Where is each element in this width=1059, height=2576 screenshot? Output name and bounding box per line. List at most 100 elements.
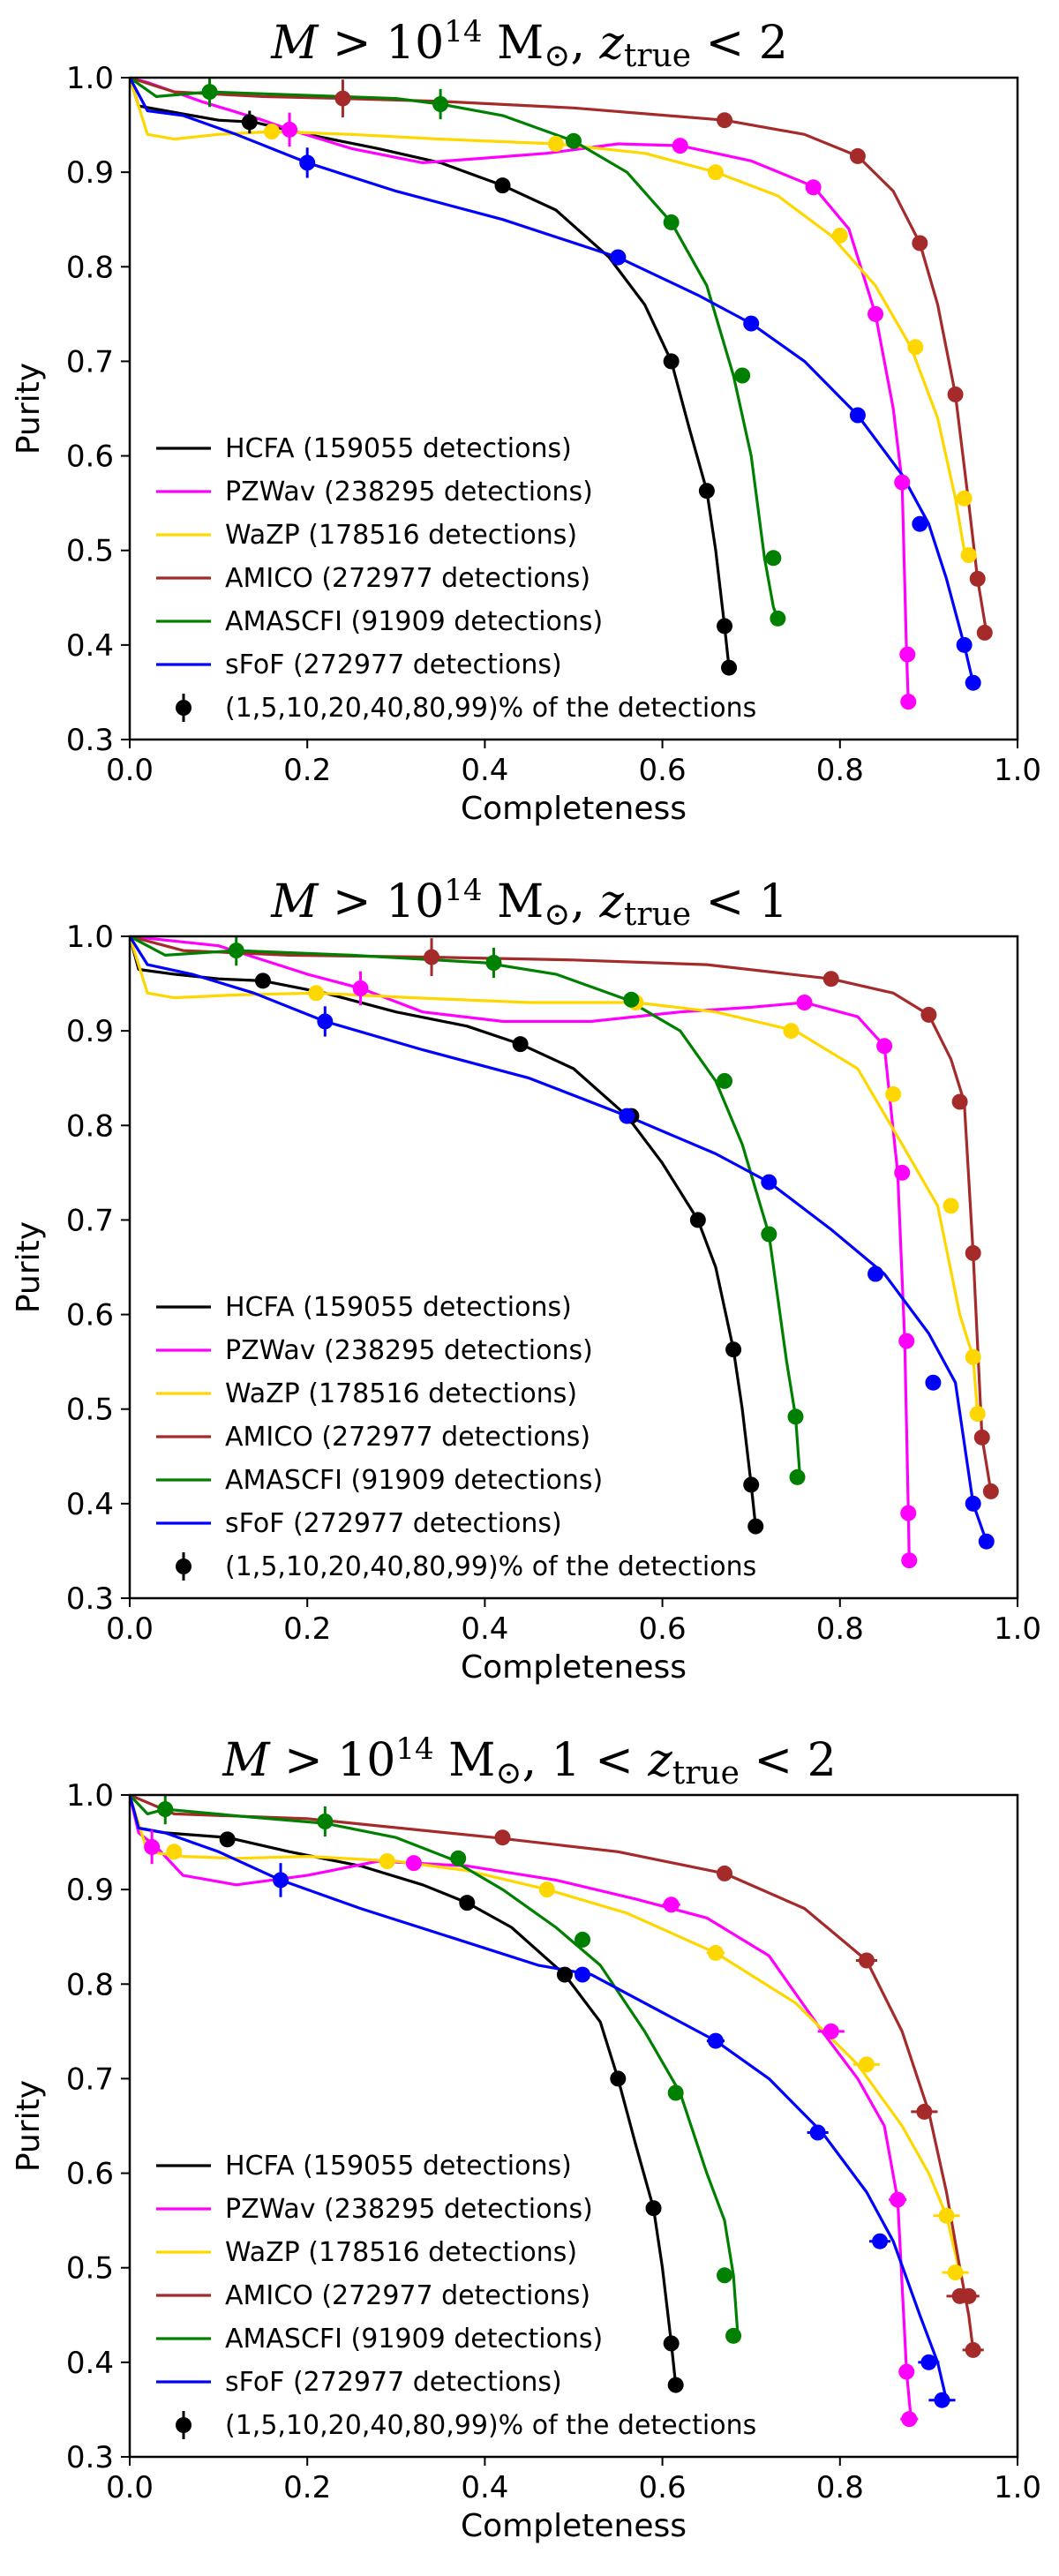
data-point — [912, 515, 928, 532]
y-tick-label: 0.4 — [66, 2346, 114, 2381]
data-point — [900, 1505, 917, 1521]
data-point — [689, 1212, 706, 1228]
data-point — [334, 90, 351, 107]
data-point — [717, 1865, 733, 1881]
data-point — [969, 570, 986, 587]
data-point — [717, 1072, 733, 1089]
data-point — [743, 1476, 760, 1493]
chart-panel-2: M > 1014 M⊙, 1 < ztrue < 2 0.0 0.2 0.4 0.6 0.… — [0, 1717, 1059, 2576]
legend-entry: AMICO (272977 detections) — [225, 2280, 590, 2311]
y-tick-label: 0.5 — [66, 1393, 114, 1428]
data-point — [965, 674, 981, 691]
y-axis-label: Purity — [11, 2080, 47, 2172]
data-point — [459, 1895, 476, 1911]
legend-entry: AMASCFI (91909 detections) — [225, 2324, 603, 2354]
plot-frame — [128, 76, 1019, 741]
series-line-2 — [130, 936, 980, 1415]
x-axis-label: Completeness — [461, 1649, 687, 1686]
legend-entry: sFoF (272977 detections) — [225, 650, 562, 680]
y-tick-label: 0.3 — [66, 1581, 114, 1617]
data-point — [867, 1265, 884, 1282]
series-line-5 — [130, 78, 975, 684]
data-point — [934, 2392, 950, 2408]
data-point — [623, 991, 640, 1008]
data-point — [734, 367, 751, 384]
legend-entry: (1,5,10,20,40,80,99)% of the detections — [225, 1551, 756, 1582]
x-tick-label: 0.4 — [461, 2470, 508, 2505]
series-line-2 — [130, 78, 970, 557]
data-point — [747, 1518, 764, 1535]
data-point — [672, 138, 688, 154]
data-point — [743, 315, 760, 332]
chart-panel-1: M > 1014 M⊙, ztrue < 1 0.0 0.2 0.4 0.6 0.8 1.0… — [0, 859, 1059, 1717]
data-point — [907, 339, 924, 356]
data-point — [965, 2341, 981, 2358]
y-tick-label: 0.6 — [66, 2157, 114, 2192]
data-point — [920, 1006, 937, 1023]
data-point — [721, 659, 738, 676]
data-point — [858, 2056, 875, 2073]
y-tick-label: 1.0 — [66, 920, 114, 955]
data-point — [978, 1533, 995, 1550]
y-tick-label: 0.4 — [66, 628, 114, 664]
data-point — [144, 1838, 161, 1855]
data-point — [405, 1855, 422, 1872]
data-point — [379, 1853, 395, 1869]
data-point — [547, 136, 564, 152]
y-tick-label: 0.9 — [66, 1014, 114, 1049]
data-point — [916, 2103, 933, 2120]
purity-completeness-chart: M > 1014 M⊙, ztrue < 1 0.0 0.2 0.4 0.6 0.8 1.0… — [11, 873, 1041, 1686]
data-point — [956, 490, 973, 507]
data-point — [894, 1164, 911, 1181]
data-point — [663, 214, 680, 230]
x-tick-label: 0.8 — [816, 1611, 864, 1647]
data-point — [432, 96, 449, 112]
data-point — [308, 985, 325, 1002]
x-tick-label: 0.2 — [283, 1611, 331, 1647]
series-line-3 — [130, 1795, 975, 2351]
data-point — [485, 955, 502, 971]
series-line-3 — [130, 936, 993, 1492]
y-tick-label: 0.5 — [66, 2251, 114, 2287]
data-point — [556, 1966, 573, 1983]
purity-completeness-chart: M > 1014 M⊙, ztrue < 2 0.0 0.2 0.4 0.6 0.8 1.0… — [11, 14, 1041, 827]
data-point — [494, 177, 511, 194]
series-line-2 — [130, 1795, 962, 2273]
legend-entry: WaZP (178516 detections) — [225, 520, 577, 551]
data-point — [610, 2070, 627, 2087]
data-point — [765, 550, 782, 567]
y-tick-label: 0.4 — [66, 1487, 114, 1522]
data-point — [725, 1341, 742, 1358]
data-point — [717, 2267, 733, 2284]
data-point — [898, 2363, 915, 2380]
data-point — [822, 2023, 839, 2039]
y-tick-label: 0.7 — [66, 1203, 114, 1238]
data-point — [273, 1872, 289, 1889]
data-point — [831, 227, 848, 244]
data-point — [494, 1829, 511, 1846]
data-point — [920, 2354, 937, 2370]
y-tick-label: 1.0 — [66, 61, 114, 96]
data-point — [943, 1198, 959, 1214]
y-tick-label: 0.5 — [66, 534, 114, 569]
legend-entry: PZWav (238295 detections) — [225, 1335, 593, 1366]
data-point — [849, 147, 866, 164]
purity-completeness-chart: M > 1014 M⊙, 1 < ztrue < 2 0.0 0.2 0.4 0.6 0.… — [11, 1731, 1041, 2544]
y-tick-label: 0.8 — [66, 1967, 114, 2002]
data-point — [707, 1944, 724, 1961]
data-point — [925, 1374, 942, 1391]
data-point — [698, 483, 715, 499]
legend-entry: HCFA (159055 detections) — [225, 2151, 572, 2182]
legend-entry: PZWav (238295 detections) — [225, 2194, 593, 2225]
plot-frame — [128, 935, 1019, 1600]
data-point — [575, 1931, 591, 1948]
data-point — [789, 1468, 806, 1485]
data-point — [796, 995, 813, 1010]
x-tick-label: 0.0 — [106, 2470, 154, 2505]
series-line-1 — [130, 1795, 913, 2420]
data-point — [254, 973, 271, 989]
series-line-3 — [130, 78, 988, 634]
data-point — [858, 1952, 875, 1969]
data-point — [575, 1966, 591, 1983]
data-point — [299, 154, 316, 171]
